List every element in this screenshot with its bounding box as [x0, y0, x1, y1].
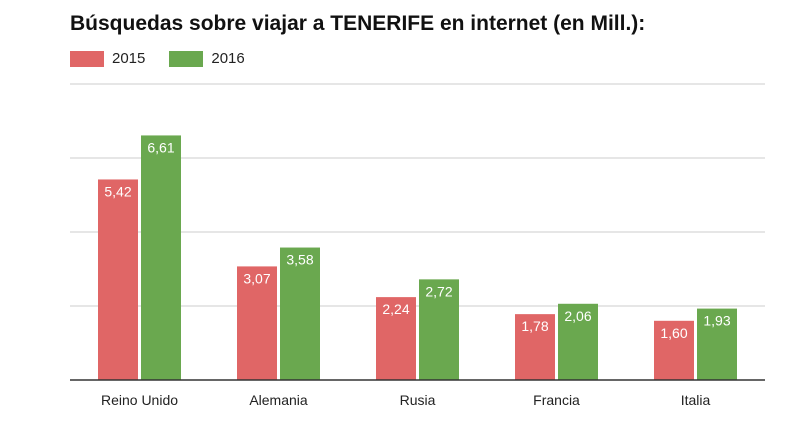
legend-label-2016: 2016: [211, 50, 245, 67]
data-label: 1,60: [660, 325, 687, 341]
bar-2015: [98, 179, 138, 380]
legend-swatch-2016: [169, 50, 204, 67]
legend-swatch-2015: [70, 50, 104, 67]
x-tick-label: Reino Unido: [101, 392, 178, 408]
legend-item-2016: 2016: [169, 50, 245, 67]
x-tick-label: Rusia: [400, 392, 436, 408]
legend-item-2015: 2015: [70, 50, 145, 67]
x-tick-label: Italia: [681, 392, 711, 408]
bar-2015: [654, 320, 694, 380]
bar-2016: [558, 303, 598, 380]
data-label: 5,42: [104, 183, 131, 199]
data-label: 2,72: [425, 283, 452, 299]
chart-title: Búsquedas sobre viajar a TENERIFE en int…: [70, 12, 646, 35]
data-label: 1,78: [521, 318, 548, 334]
bar-2016: [419, 279, 459, 380]
data-label: 1,93: [703, 313, 730, 329]
bar-2015: [376, 297, 416, 380]
x-tick-label: Alemania: [249, 392, 308, 408]
data-label: 2,24: [382, 301, 409, 317]
bar-2015: [237, 266, 277, 380]
x-tick-label: Francia: [533, 392, 580, 408]
bar-2015: [515, 314, 555, 380]
data-label: 2,06: [564, 308, 591, 324]
legend: 2015 2016: [70, 50, 269, 67]
data-label: 3,58: [286, 252, 313, 268]
bar-2016: [697, 308, 737, 380]
data-label: 3,07: [243, 270, 270, 286]
data-label: 6,61: [147, 139, 174, 155]
bar-2016: [280, 247, 320, 380]
bar-2016: [141, 135, 181, 380]
legend-label-2015: 2015: [112, 50, 146, 67]
